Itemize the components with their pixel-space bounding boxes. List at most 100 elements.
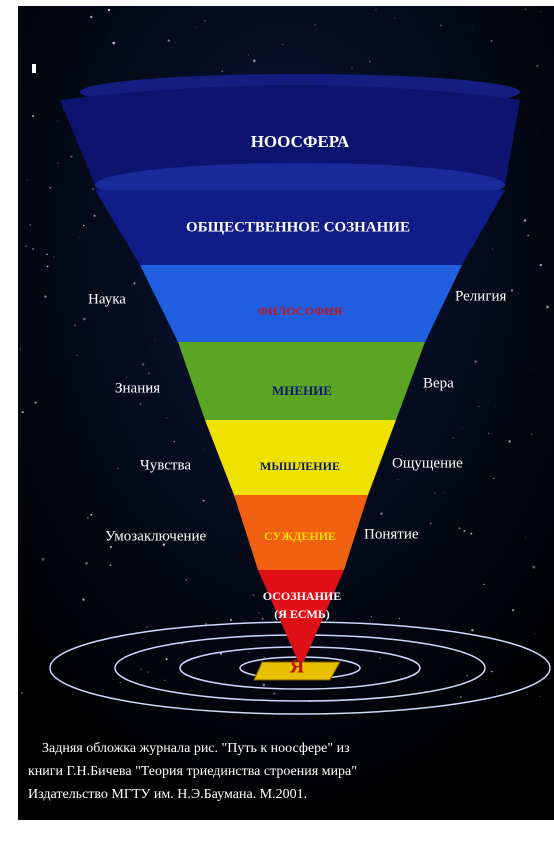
star	[540, 11, 541, 12]
star	[512, 609, 514, 611]
layer-label: (Я ЕСМЬ)	[274, 607, 330, 621]
star	[273, 692, 276, 695]
star	[117, 468, 118, 469]
left-label: Чувства	[140, 457, 191, 473]
star	[110, 564, 112, 566]
star	[90, 16, 92, 18]
star	[83, 318, 86, 321]
star	[205, 20, 206, 21]
star	[495, 406, 496, 407]
star	[527, 235, 529, 237]
star	[430, 522, 432, 524]
star	[47, 266, 49, 268]
star	[533, 566, 536, 569]
star	[380, 512, 383, 515]
star	[259, 612, 261, 614]
star	[536, 65, 538, 67]
star	[434, 493, 435, 494]
layer-label: СУЖДЕНИЕ	[264, 529, 336, 543]
star	[70, 155, 72, 157]
star	[462, 428, 463, 429]
star	[154, 339, 155, 340]
layer-opinion	[178, 342, 425, 420]
star	[32, 248, 34, 250]
star	[19, 348, 21, 350]
star	[221, 70, 223, 72]
star	[86, 517, 88, 519]
star	[511, 289, 513, 291]
star	[351, 68, 352, 69]
right-label: Ощущение	[392, 455, 463, 471]
star	[493, 478, 494, 479]
star	[74, 324, 76, 326]
star	[463, 530, 465, 532]
layer-label: МЫШЛЕНИЕ	[260, 459, 340, 473]
star	[49, 187, 51, 189]
star	[80, 237, 81, 238]
star	[162, 677, 163, 678]
star	[140, 669, 141, 670]
star	[398, 479, 399, 480]
star	[92, 188, 94, 190]
star	[492, 249, 493, 250]
diagram: НООСФЕРА ОБЩЕСТВЕННОЕ СОЗНАНИЕ ФИЛОСОФИЯ…	[0, 0, 554, 845]
star	[76, 355, 78, 357]
layer-label: МНЕНИЕ	[272, 383, 332, 398]
star	[483, 584, 484, 585]
star	[369, 61, 371, 63]
star	[82, 598, 84, 600]
star	[29, 224, 31, 226]
star	[54, 256, 55, 257]
star	[380, 658, 381, 659]
star	[534, 633, 535, 634]
center-label: Я	[290, 656, 305, 678]
left-label: Наука	[88, 291, 126, 307]
star	[530, 368, 531, 369]
caption-line: книги Г.Н.Бичева "Теория триединства стр…	[28, 764, 357, 779]
star	[459, 527, 461, 529]
star	[478, 406, 479, 407]
star	[508, 440, 510, 442]
left-label: Знания	[115, 380, 160, 396]
star	[109, 34, 110, 35]
star	[85, 562, 88, 565]
star	[22, 411, 24, 413]
star	[152, 346, 153, 347]
star	[148, 372, 150, 374]
star	[168, 39, 170, 41]
layer-thinking	[205, 420, 396, 495]
star	[133, 282, 135, 284]
star	[57, 163, 58, 164]
star	[203, 500, 205, 502]
star	[394, 18, 395, 19]
star	[314, 24, 315, 25]
star	[164, 680, 166, 682]
star	[368, 13, 369, 14]
star	[230, 619, 232, 621]
star	[369, 619, 370, 620]
layer-label: ОБЩЕСТВЕННОЕ СОЗНАНИЕ	[186, 219, 410, 235]
star	[94, 215, 96, 217]
star	[540, 264, 542, 266]
star	[471, 629, 473, 631]
star	[61, 624, 62, 625]
star	[44, 296, 46, 298]
star	[42, 558, 45, 561]
star	[57, 121, 58, 122]
star	[32, 115, 34, 117]
left-label: Умозаключение	[105, 528, 207, 544]
star	[140, 403, 142, 405]
star	[176, 707, 177, 708]
star	[282, 44, 283, 45]
star	[440, 24, 442, 26]
layer-label: НООСФЕРА	[251, 132, 350, 151]
star	[263, 684, 266, 687]
marker	[32, 64, 36, 73]
star	[46, 254, 47, 255]
star	[474, 360, 476, 362]
star	[27, 179, 28, 180]
star	[167, 417, 168, 418]
right-label: Вера	[423, 375, 454, 391]
star	[35, 402, 37, 404]
star	[491, 671, 492, 672]
